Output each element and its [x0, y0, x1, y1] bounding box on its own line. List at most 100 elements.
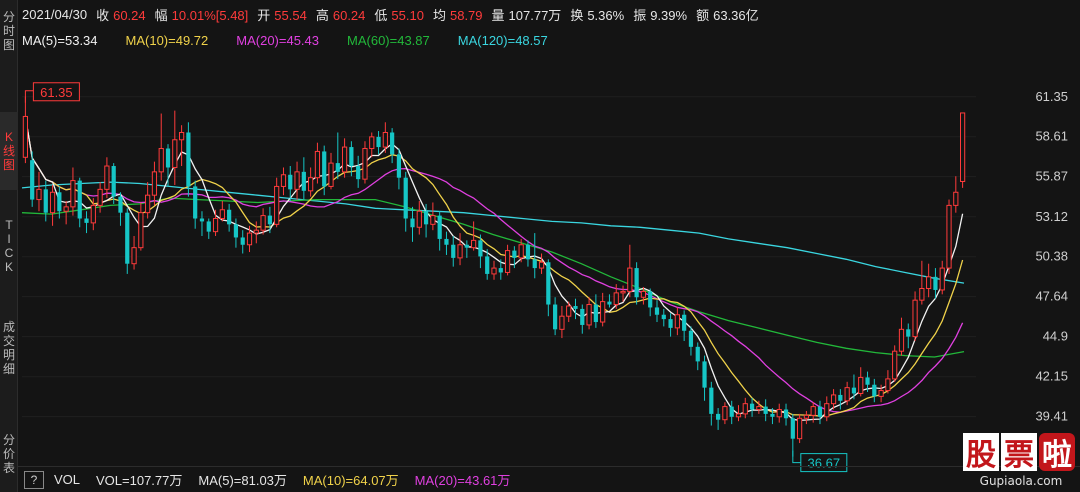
candle-body-up	[858, 376, 864, 394]
tab-char: T	[5, 218, 13, 232]
tab-char: 明	[2, 348, 15, 362]
ma60-line	[21, 197, 965, 358]
candle-body-up	[382, 131, 388, 148]
candle-body-up	[898, 328, 905, 352]
tab-trade-details[interactable]: 成交明细	[0, 306, 18, 390]
candle-body-down	[437, 215, 442, 239]
amount-value: 63.36亿	[713, 7, 759, 23]
candle-body-up	[926, 276, 932, 289]
candle-body-up	[151, 171, 158, 196]
candle-body-up	[172, 139, 178, 168]
tab-price-table[interactable]: 分价表	[0, 418, 18, 490]
tab-char: I	[7, 232, 11, 246]
candle-body-up	[49, 191, 56, 214]
change-value: 10.01%[5.48]	[171, 7, 249, 23]
change-label: 幅	[154, 7, 168, 23]
candle-body-down	[111, 166, 116, 197]
candle-body-up	[830, 394, 837, 405]
candle-body-up	[518, 244, 524, 259]
candle-body-down	[227, 209, 232, 225]
low-marker-box	[800, 453, 848, 473]
candle-body-down	[654, 307, 660, 315]
candle-body-up	[22, 115, 29, 158]
candle-body-up	[131, 247, 137, 265]
tab-char: 细	[2, 362, 15, 376]
candle-body-down	[770, 413, 775, 417]
high-marker-box	[32, 82, 80, 102]
kline-chart[interactable]: 61.35 58.61 55.87 53.12 50.38 47.64 44.9 42.15 3…	[18, 0, 1080, 492]
candle-body-up	[776, 409, 782, 418]
avg-value: 58.79	[449, 7, 483, 23]
candle-body-down	[498, 268, 503, 273]
candle-body-up	[274, 185, 280, 225]
candle-body-down	[838, 394, 843, 401]
high-value: 60.24	[332, 7, 366, 23]
candle-body-down	[84, 218, 89, 223]
candle-body-down	[906, 329, 911, 337]
candle-body-down	[546, 262, 551, 305]
close-value: 60.24	[113, 7, 146, 23]
candle-body-down	[702, 361, 707, 388]
candle-body-up	[824, 403, 830, 418]
candle-body-up	[471, 239, 477, 249]
indicator-name[interactable]: VOL	[54, 472, 81, 487]
amplitude-label: 振	[633, 7, 647, 23]
high-marker-line	[24, 90, 34, 103]
candle-body-up	[70, 180, 76, 208]
candle-body-up	[36, 188, 42, 201]
candle-body-up	[559, 315, 565, 330]
tab-time-chart[interactable]: 分时图	[0, 2, 18, 60]
candle-body-down	[851, 387, 857, 394]
candle-body-down	[607, 301, 612, 305]
candle-body-down	[125, 212, 130, 264]
candle-body-down	[749, 403, 755, 410]
candle-body-down	[593, 304, 598, 323]
tab-char: 线	[2, 144, 15, 158]
candle-body-down	[322, 151, 327, 187]
candle-body-down	[464, 244, 469, 248]
ma20-legend: MA(20)=45.43	[236, 32, 320, 48]
candle-body-up	[946, 204, 952, 269]
candle-body-up	[756, 406, 762, 411]
candle-body-up	[722, 406, 728, 421]
candle-body-up	[892, 350, 898, 380]
candle-body-down	[485, 256, 490, 274]
candle-body-down	[57, 192, 62, 212]
candle-body-up	[640, 290, 647, 298]
candle-body-down	[682, 314, 687, 331]
candle-body-down	[478, 240, 483, 257]
candle-body-down	[661, 314, 666, 320]
watermark-char: 啦	[1039, 433, 1075, 473]
close-label: 收	[96, 7, 110, 23]
tab-char: 成	[2, 320, 15, 334]
candle-body-up	[362, 148, 368, 180]
help-button[interactable]: ?	[24, 470, 44, 489]
tab-char: 时	[2, 24, 15, 38]
tab-char: C	[4, 246, 14, 260]
candle-body-up	[97, 188, 103, 206]
turnover-value: 5.36%	[587, 7, 625, 23]
avg-label: 均	[432, 7, 446, 23]
candle-body-up	[430, 215, 436, 225]
candle-body-up	[246, 232, 253, 246]
candle-body-down	[410, 218, 415, 228]
candle-body-down	[817, 406, 823, 417]
candle-body-down	[77, 180, 82, 219]
watermark-url: Gupiaola.com	[979, 474, 1063, 488]
candle-body-up	[219, 209, 225, 220]
price-tick-label: 47.64	[1035, 289, 1068, 304]
high-label: 高	[315, 7, 329, 23]
ma120-line	[21, 181, 965, 284]
watermark-char: 股	[963, 433, 999, 473]
candle-body-down	[335, 163, 340, 172]
candle-body-up	[566, 305, 572, 317]
candle-body-up	[919, 287, 925, 301]
candle-body-down	[553, 304, 558, 330]
candle-body-down	[573, 305, 578, 309]
candle-body-down	[233, 224, 239, 238]
candle-body-up	[959, 112, 966, 182]
candle-body-down	[668, 319, 673, 328]
candle-body-down	[865, 377, 870, 385]
